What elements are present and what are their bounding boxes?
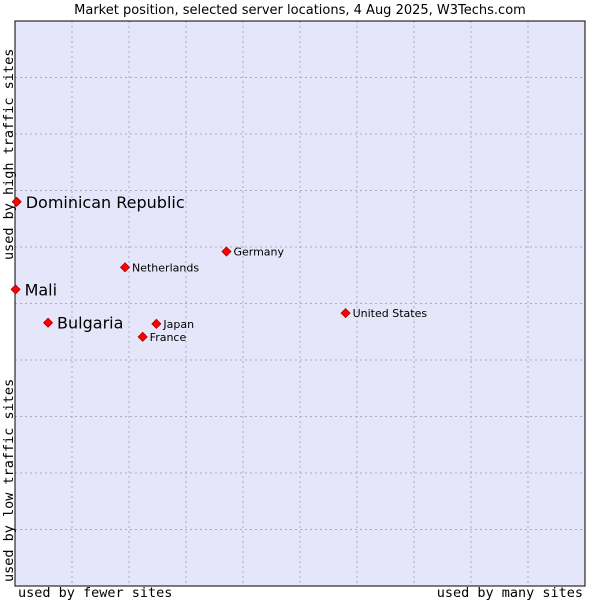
point-label: Dominican Republic <box>26 193 185 212</box>
point-marker <box>119 262 131 273</box>
y-axis-low-label: used by low traffic sites <box>1 379 17 582</box>
data-point: Bulgaria <box>42 314 123 333</box>
data-point: United States <box>340 307 428 320</box>
data-point: Dominican Republic <box>11 193 185 212</box>
point-label: Mali <box>25 280 58 299</box>
chart-title: Market position, selected server locatio… <box>74 3 526 18</box>
data-point: France <box>137 331 187 344</box>
data-point: Mali <box>10 280 58 299</box>
point-marker <box>151 318 162 329</box>
data-point: Germany <box>221 246 285 259</box>
point-marker <box>42 317 54 328</box>
grid-lines <box>15 21 585 586</box>
x-axis-low-label: used by fewer sites <box>18 585 172 600</box>
point-label: Germany <box>233 246 284 259</box>
point-label: Bulgaria <box>57 314 123 333</box>
point-marker <box>221 246 232 257</box>
plot-frame <box>14 20 586 587</box>
y-axis-high-label: used by high traffic sites <box>1 49 17 260</box>
point-label: Netherlands <box>132 261 199 274</box>
point-marker <box>10 284 21 295</box>
point-label: Japan <box>162 318 194 331</box>
point-label: France <box>150 331 187 344</box>
data-point: Japan <box>151 318 194 331</box>
point-marker <box>11 196 22 207</box>
x-axis-high-label: used by many sites <box>437 585 583 600</box>
point-marker <box>137 331 148 342</box>
data-point: Netherlands <box>119 261 199 274</box>
data-points: Dominican Republic Mali Bulgaria Germany Net… <box>10 193 428 344</box>
point-label: United States <box>353 307 428 320</box>
point-marker <box>340 308 351 319</box>
